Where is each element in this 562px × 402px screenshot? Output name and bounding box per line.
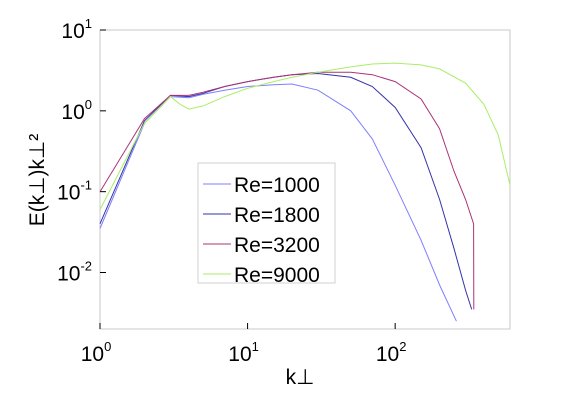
x-axis-label: k⊥ [286, 366, 315, 389]
legend-label-2: Re=1800 [234, 204, 320, 227]
y-tick-label-1: 10-2 [57, 258, 92, 285]
legend-label-3: Re=3200 [234, 234, 320, 257]
y-axis-ticks: 10-2 10-1 100 101 [57, 16, 106, 285]
legend-label-1: Re=1000 [234, 174, 320, 197]
x-tick-label-1: 100 [81, 339, 112, 366]
series-layer [99, 62, 511, 322]
y-tick-label-3: 100 [61, 97, 92, 124]
series-line-4 [99, 62, 511, 210]
y-tick-label-2: 10-1 [57, 178, 92, 205]
y-tick-label-4: 101 [61, 16, 92, 43]
legend-box [197, 162, 336, 284]
x-tick-label-2: 101 [228, 339, 259, 366]
series-line-1 [99, 83, 457, 322]
series-line-2 [99, 72, 473, 310]
y-axis-label: E(k⊥)k⊥² [26, 134, 49, 227]
x-axis-ticks: 100 101 102 [81, 323, 407, 366]
x-tick-label-3: 102 [376, 339, 407, 366]
legend: Re=1000 Re=1800 Re=3200 Re=9000 [197, 162, 336, 287]
legend-label-4: Re=9000 [234, 264, 320, 287]
